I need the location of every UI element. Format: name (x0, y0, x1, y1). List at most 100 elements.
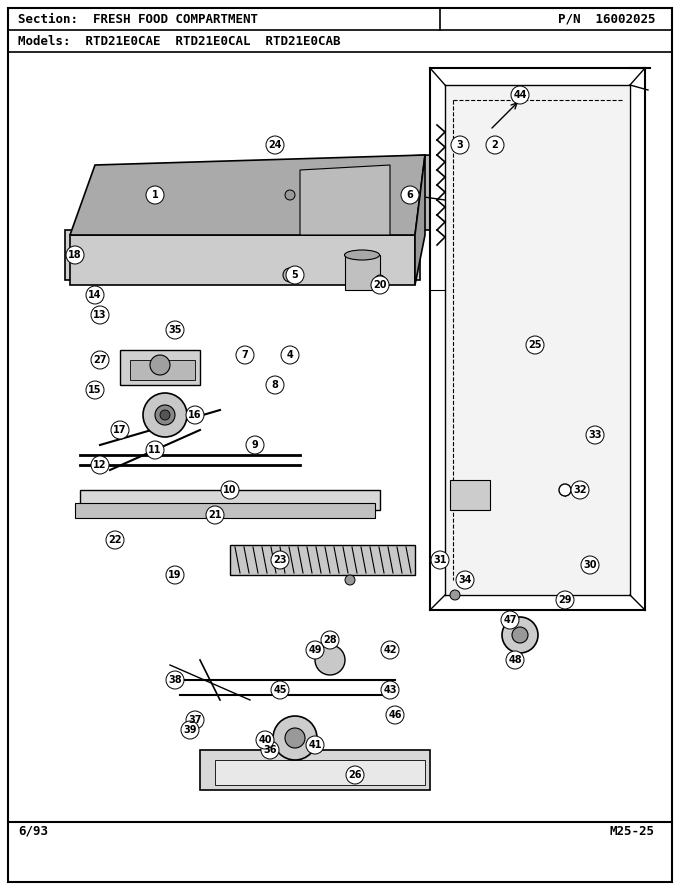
Circle shape (266, 136, 284, 154)
Text: 33: 33 (588, 430, 602, 440)
Text: 42: 42 (384, 645, 396, 655)
Polygon shape (75, 503, 375, 518)
Polygon shape (415, 155, 425, 285)
Circle shape (586, 426, 604, 444)
Circle shape (86, 286, 104, 304)
Circle shape (111, 421, 129, 439)
Text: 19: 19 (168, 570, 182, 580)
Circle shape (146, 186, 164, 204)
Text: 25: 25 (528, 340, 542, 350)
Text: 39: 39 (183, 725, 197, 735)
Circle shape (143, 393, 187, 437)
Text: 6/93: 6/93 (18, 824, 48, 837)
Polygon shape (120, 350, 200, 385)
Circle shape (286, 266, 304, 284)
Circle shape (410, 190, 420, 200)
Text: 12: 12 (93, 460, 107, 470)
Circle shape (306, 736, 324, 754)
Text: 40: 40 (258, 735, 272, 745)
Circle shape (315, 645, 345, 675)
Text: 47: 47 (503, 615, 517, 625)
Circle shape (450, 590, 460, 600)
Circle shape (571, 481, 589, 499)
Circle shape (271, 681, 289, 699)
Text: 31: 31 (433, 555, 447, 565)
Circle shape (150, 355, 170, 375)
Polygon shape (446, 86, 629, 594)
Circle shape (266, 376, 284, 394)
Circle shape (273, 716, 317, 760)
Text: 36: 36 (263, 745, 277, 755)
Circle shape (236, 346, 254, 364)
Polygon shape (230, 545, 415, 575)
Circle shape (246, 436, 264, 454)
Circle shape (166, 321, 184, 339)
Circle shape (511, 86, 529, 104)
Circle shape (166, 566, 184, 584)
Polygon shape (80, 490, 380, 510)
Text: 48: 48 (508, 655, 522, 665)
Circle shape (186, 711, 204, 729)
Text: 28: 28 (323, 635, 337, 645)
Text: 1: 1 (152, 190, 158, 200)
Text: 7: 7 (241, 350, 248, 360)
Polygon shape (215, 760, 425, 785)
Polygon shape (345, 255, 380, 290)
Text: 45: 45 (273, 685, 287, 695)
Circle shape (345, 575, 355, 585)
Circle shape (285, 190, 295, 200)
Circle shape (502, 617, 538, 653)
Circle shape (381, 641, 399, 659)
Ellipse shape (345, 250, 379, 260)
Polygon shape (130, 360, 195, 380)
Circle shape (256, 731, 274, 749)
Text: M25-25: M25-25 (610, 824, 655, 837)
Text: 5: 5 (292, 270, 299, 280)
Polygon shape (450, 480, 490, 510)
Circle shape (381, 681, 399, 699)
Text: P/N  16002025: P/N 16002025 (558, 12, 655, 26)
Text: 16: 16 (188, 410, 202, 420)
Circle shape (181, 721, 199, 739)
Text: 13: 13 (93, 310, 107, 320)
Text: 37: 37 (188, 715, 202, 725)
Text: 10: 10 (223, 485, 237, 495)
Circle shape (91, 351, 109, 369)
Circle shape (91, 306, 109, 324)
Text: 26: 26 (348, 770, 362, 780)
Circle shape (86, 381, 104, 399)
Text: 41: 41 (308, 740, 322, 750)
Circle shape (451, 136, 469, 154)
Text: 21: 21 (208, 510, 222, 520)
Polygon shape (300, 165, 390, 235)
Text: 8: 8 (271, 380, 278, 390)
Circle shape (431, 551, 449, 569)
Text: 29: 29 (558, 595, 572, 605)
Circle shape (486, 136, 504, 154)
Circle shape (283, 268, 297, 282)
Circle shape (281, 346, 299, 364)
Text: 27: 27 (93, 355, 107, 365)
Text: 9: 9 (252, 440, 258, 450)
Circle shape (346, 766, 364, 784)
Text: 35: 35 (168, 325, 182, 335)
Circle shape (146, 441, 164, 459)
Circle shape (285, 728, 305, 748)
Text: 2: 2 (492, 140, 498, 150)
Text: 15: 15 (88, 385, 102, 395)
Circle shape (501, 611, 519, 629)
Circle shape (456, 571, 474, 589)
Circle shape (66, 246, 84, 264)
Text: Section:  FRESH FOOD COMPARTMENT: Section: FRESH FOOD COMPARTMENT (18, 12, 258, 26)
Circle shape (238, 348, 252, 362)
Circle shape (261, 741, 279, 759)
Circle shape (186, 406, 204, 424)
Text: 44: 44 (513, 90, 527, 100)
Text: 30: 30 (583, 560, 597, 570)
Circle shape (155, 405, 175, 425)
Circle shape (321, 631, 339, 649)
Text: 14: 14 (88, 290, 102, 300)
Circle shape (206, 506, 224, 524)
Text: 22: 22 (108, 535, 122, 545)
Text: 34: 34 (458, 575, 472, 585)
